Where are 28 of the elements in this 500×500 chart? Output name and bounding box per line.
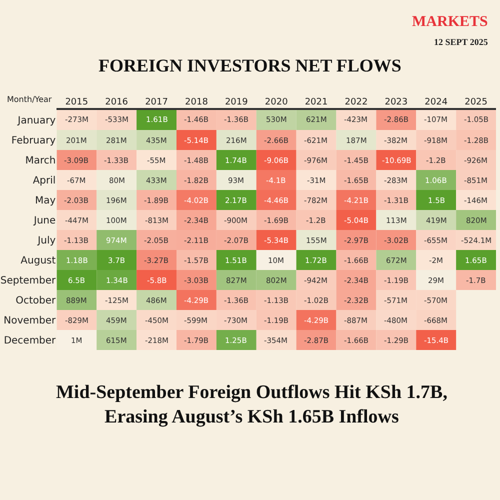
y-tick-label: September [0,276,57,286]
text: MARKETS [412,14,488,30]
y-tick-label: November [4,316,57,326]
x-tick-label: 2023 [384,98,408,108]
x-tick-label: 2016 [105,98,128,108]
y-tick-label: January [16,116,56,126]
x-tick-label: 2017 [145,98,168,108]
x-tick-label: 2022 [344,98,368,108]
x-tick-label: 2021 [304,98,328,108]
y-axis-title: Month/Year [7,95,52,104]
text: 12 SEPT 2025 [434,37,488,47]
y-tick-label: March [25,156,56,166]
x-tick-label: 2015 [65,98,88,108]
x-tick-label: 2025 [464,98,488,108]
y-tick-label: April [32,176,56,186]
x-tick-label: 2019 [224,98,248,108]
y-tick-label: February [11,136,56,146]
x-tick-label: 2018 [185,98,208,108]
x-tick-label: 2020 [264,98,288,108]
x-tick-label: 2024 [424,98,448,108]
y-tick-label: July [36,236,56,246]
y-tick-label: May [34,196,56,206]
y-tick-label: December [4,336,57,346]
text: Mid-September Foreign Outflows Hit KSh 1.7B, Erasing August’s KSh 1.65B Inflows [56,382,448,428]
y-tick-label: August [20,256,56,266]
y-tick-label: June [32,216,56,226]
chart-title: FOREIGN INVESTORS NET FLOWS [98,55,402,76]
y-tick-label: October [16,296,57,306]
